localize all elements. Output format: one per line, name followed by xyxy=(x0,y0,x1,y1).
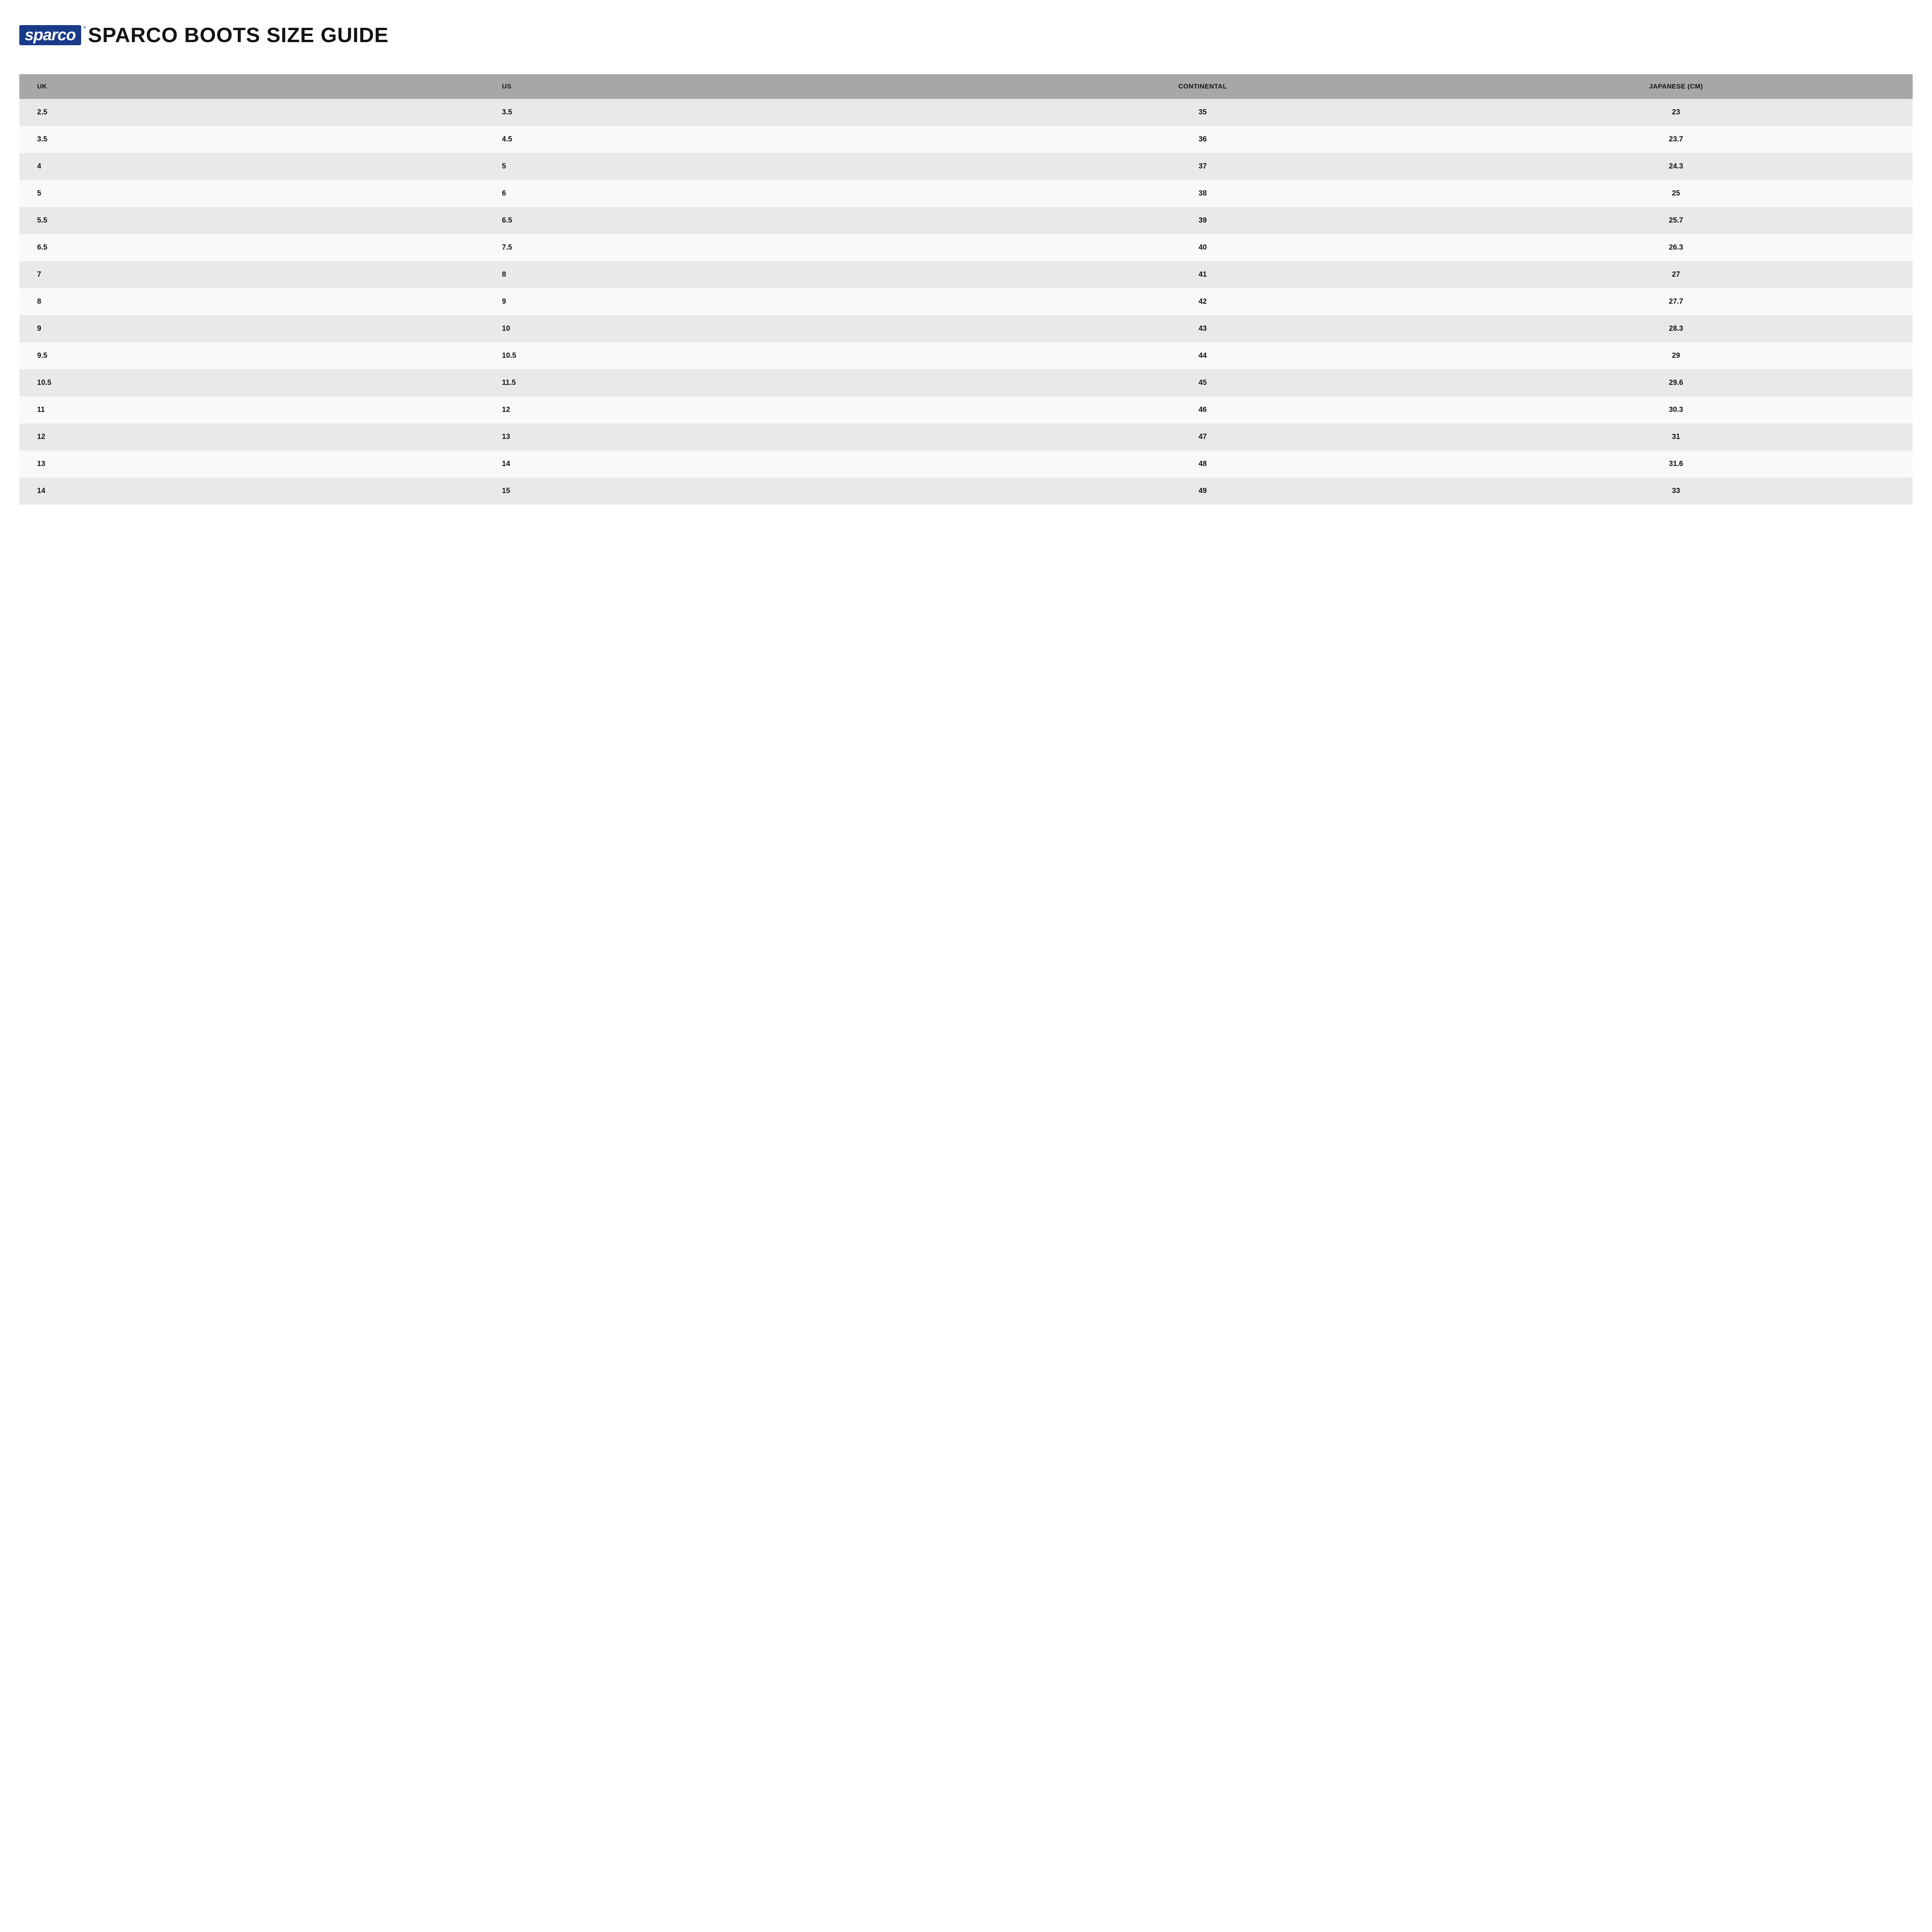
table-cell: 4 xyxy=(19,153,493,180)
table-row: 3.54.53623.7 xyxy=(19,126,1913,153)
table-cell: 14 xyxy=(493,451,966,478)
table-cell: 33 xyxy=(1439,478,1913,505)
table-cell: 12 xyxy=(19,423,493,451)
table-cell: 7 xyxy=(19,261,493,288)
table-header-row: UK US CONTINENTAL JAPANESE (CM) xyxy=(19,74,1913,99)
table-cell: 5 xyxy=(19,180,493,207)
table-cell: 29.6 xyxy=(1439,369,1913,396)
table-cell: 31.6 xyxy=(1439,451,1913,478)
table-cell: 4.5 xyxy=(493,126,966,153)
table-cell: 36 xyxy=(966,126,1439,153)
table-row: 9.510.54429 xyxy=(19,342,1913,369)
table-cell: 35 xyxy=(966,99,1439,126)
sparco-logo: sparco ® xyxy=(19,25,81,45)
table-cell: 15 xyxy=(493,478,966,505)
table-row: 13144831.6 xyxy=(19,451,1913,478)
table-cell: 11 xyxy=(19,396,493,423)
table-cell: 3.5 xyxy=(19,126,493,153)
table-cell: 5.5 xyxy=(19,207,493,234)
table-row: 563825 xyxy=(19,180,1913,207)
table-cell: 7.5 xyxy=(493,234,966,261)
table-cell: 13 xyxy=(493,423,966,451)
table-cell: 14 xyxy=(19,478,493,505)
table-row: 11124630.3 xyxy=(19,396,1913,423)
logo-text: sparco xyxy=(25,26,76,44)
table-cell: 29 xyxy=(1439,342,1913,369)
table-row: 784127 xyxy=(19,261,1913,288)
table-row: 14154933 xyxy=(19,478,1913,505)
table-cell: 44 xyxy=(966,342,1439,369)
table-cell: 6.5 xyxy=(19,234,493,261)
table-cell: 13 xyxy=(19,451,493,478)
table-cell: 43 xyxy=(966,315,1439,342)
table-row: 5.56.53925.7 xyxy=(19,207,1913,234)
table-cell: 47 xyxy=(966,423,1439,451)
table-cell: 30.3 xyxy=(1439,396,1913,423)
table-cell: 6 xyxy=(493,180,966,207)
table-cell: 39 xyxy=(966,207,1439,234)
table-cell: 37 xyxy=(966,153,1439,180)
table-row: 453724.3 xyxy=(19,153,1913,180)
logo-trademark: ® xyxy=(83,26,85,30)
table-cell: 26.3 xyxy=(1439,234,1913,261)
size-guide-table: UK US CONTINENTAL JAPANESE (CM) 2.53.535… xyxy=(19,74,1913,505)
table-row: 12134731 xyxy=(19,423,1913,451)
table-cell: 12 xyxy=(493,396,966,423)
table-cell: 27 xyxy=(1439,261,1913,288)
column-header-us: US xyxy=(493,74,966,99)
table-cell: 9 xyxy=(493,288,966,315)
table-cell: 42 xyxy=(966,288,1439,315)
table-row: 2.53.53523 xyxy=(19,99,1913,126)
table-cell: 31 xyxy=(1439,423,1913,451)
table-cell: 28.3 xyxy=(1439,315,1913,342)
table-cell: 49 xyxy=(966,478,1439,505)
table-cell: 8 xyxy=(493,261,966,288)
table-cell: 9.5 xyxy=(19,342,493,369)
table-cell: 3.5 xyxy=(493,99,966,126)
table-cell: 9 xyxy=(19,315,493,342)
table-row: 9104328.3 xyxy=(19,315,1913,342)
column-header-uk: UK xyxy=(19,74,493,99)
table-cell: 25.7 xyxy=(1439,207,1913,234)
table-cell: 45 xyxy=(966,369,1439,396)
table-row: 894227.7 xyxy=(19,288,1913,315)
table-cell: 5 xyxy=(493,153,966,180)
table-row: 10.511.54529.6 xyxy=(19,369,1913,396)
table-cell: 11.5 xyxy=(493,369,966,396)
table-cell: 40 xyxy=(966,234,1439,261)
table-cell: 24.3 xyxy=(1439,153,1913,180)
table-cell: 38 xyxy=(966,180,1439,207)
table-cell: 46 xyxy=(966,396,1439,423)
table-cell: 10.5 xyxy=(493,342,966,369)
table-cell: 10.5 xyxy=(19,369,493,396)
table-cell: 2.5 xyxy=(19,99,493,126)
table-cell: 23 xyxy=(1439,99,1913,126)
table-cell: 23.7 xyxy=(1439,126,1913,153)
table-cell: 6.5 xyxy=(493,207,966,234)
table-cell: 8 xyxy=(19,288,493,315)
table-cell: 48 xyxy=(966,451,1439,478)
table-cell: 27.7 xyxy=(1439,288,1913,315)
table-cell: 25 xyxy=(1439,180,1913,207)
column-header-continental: CONTINENTAL xyxy=(966,74,1439,99)
header: sparco ® SPARCO BOOTS SIZE GUIDE xyxy=(19,23,1913,47)
table-row: 6.57.54026.3 xyxy=(19,234,1913,261)
page-title: SPARCO BOOTS SIZE GUIDE xyxy=(88,23,389,47)
table-cell: 41 xyxy=(966,261,1439,288)
table-cell: 10 xyxy=(493,315,966,342)
column-header-japanese: JAPANESE (CM) xyxy=(1439,74,1913,99)
